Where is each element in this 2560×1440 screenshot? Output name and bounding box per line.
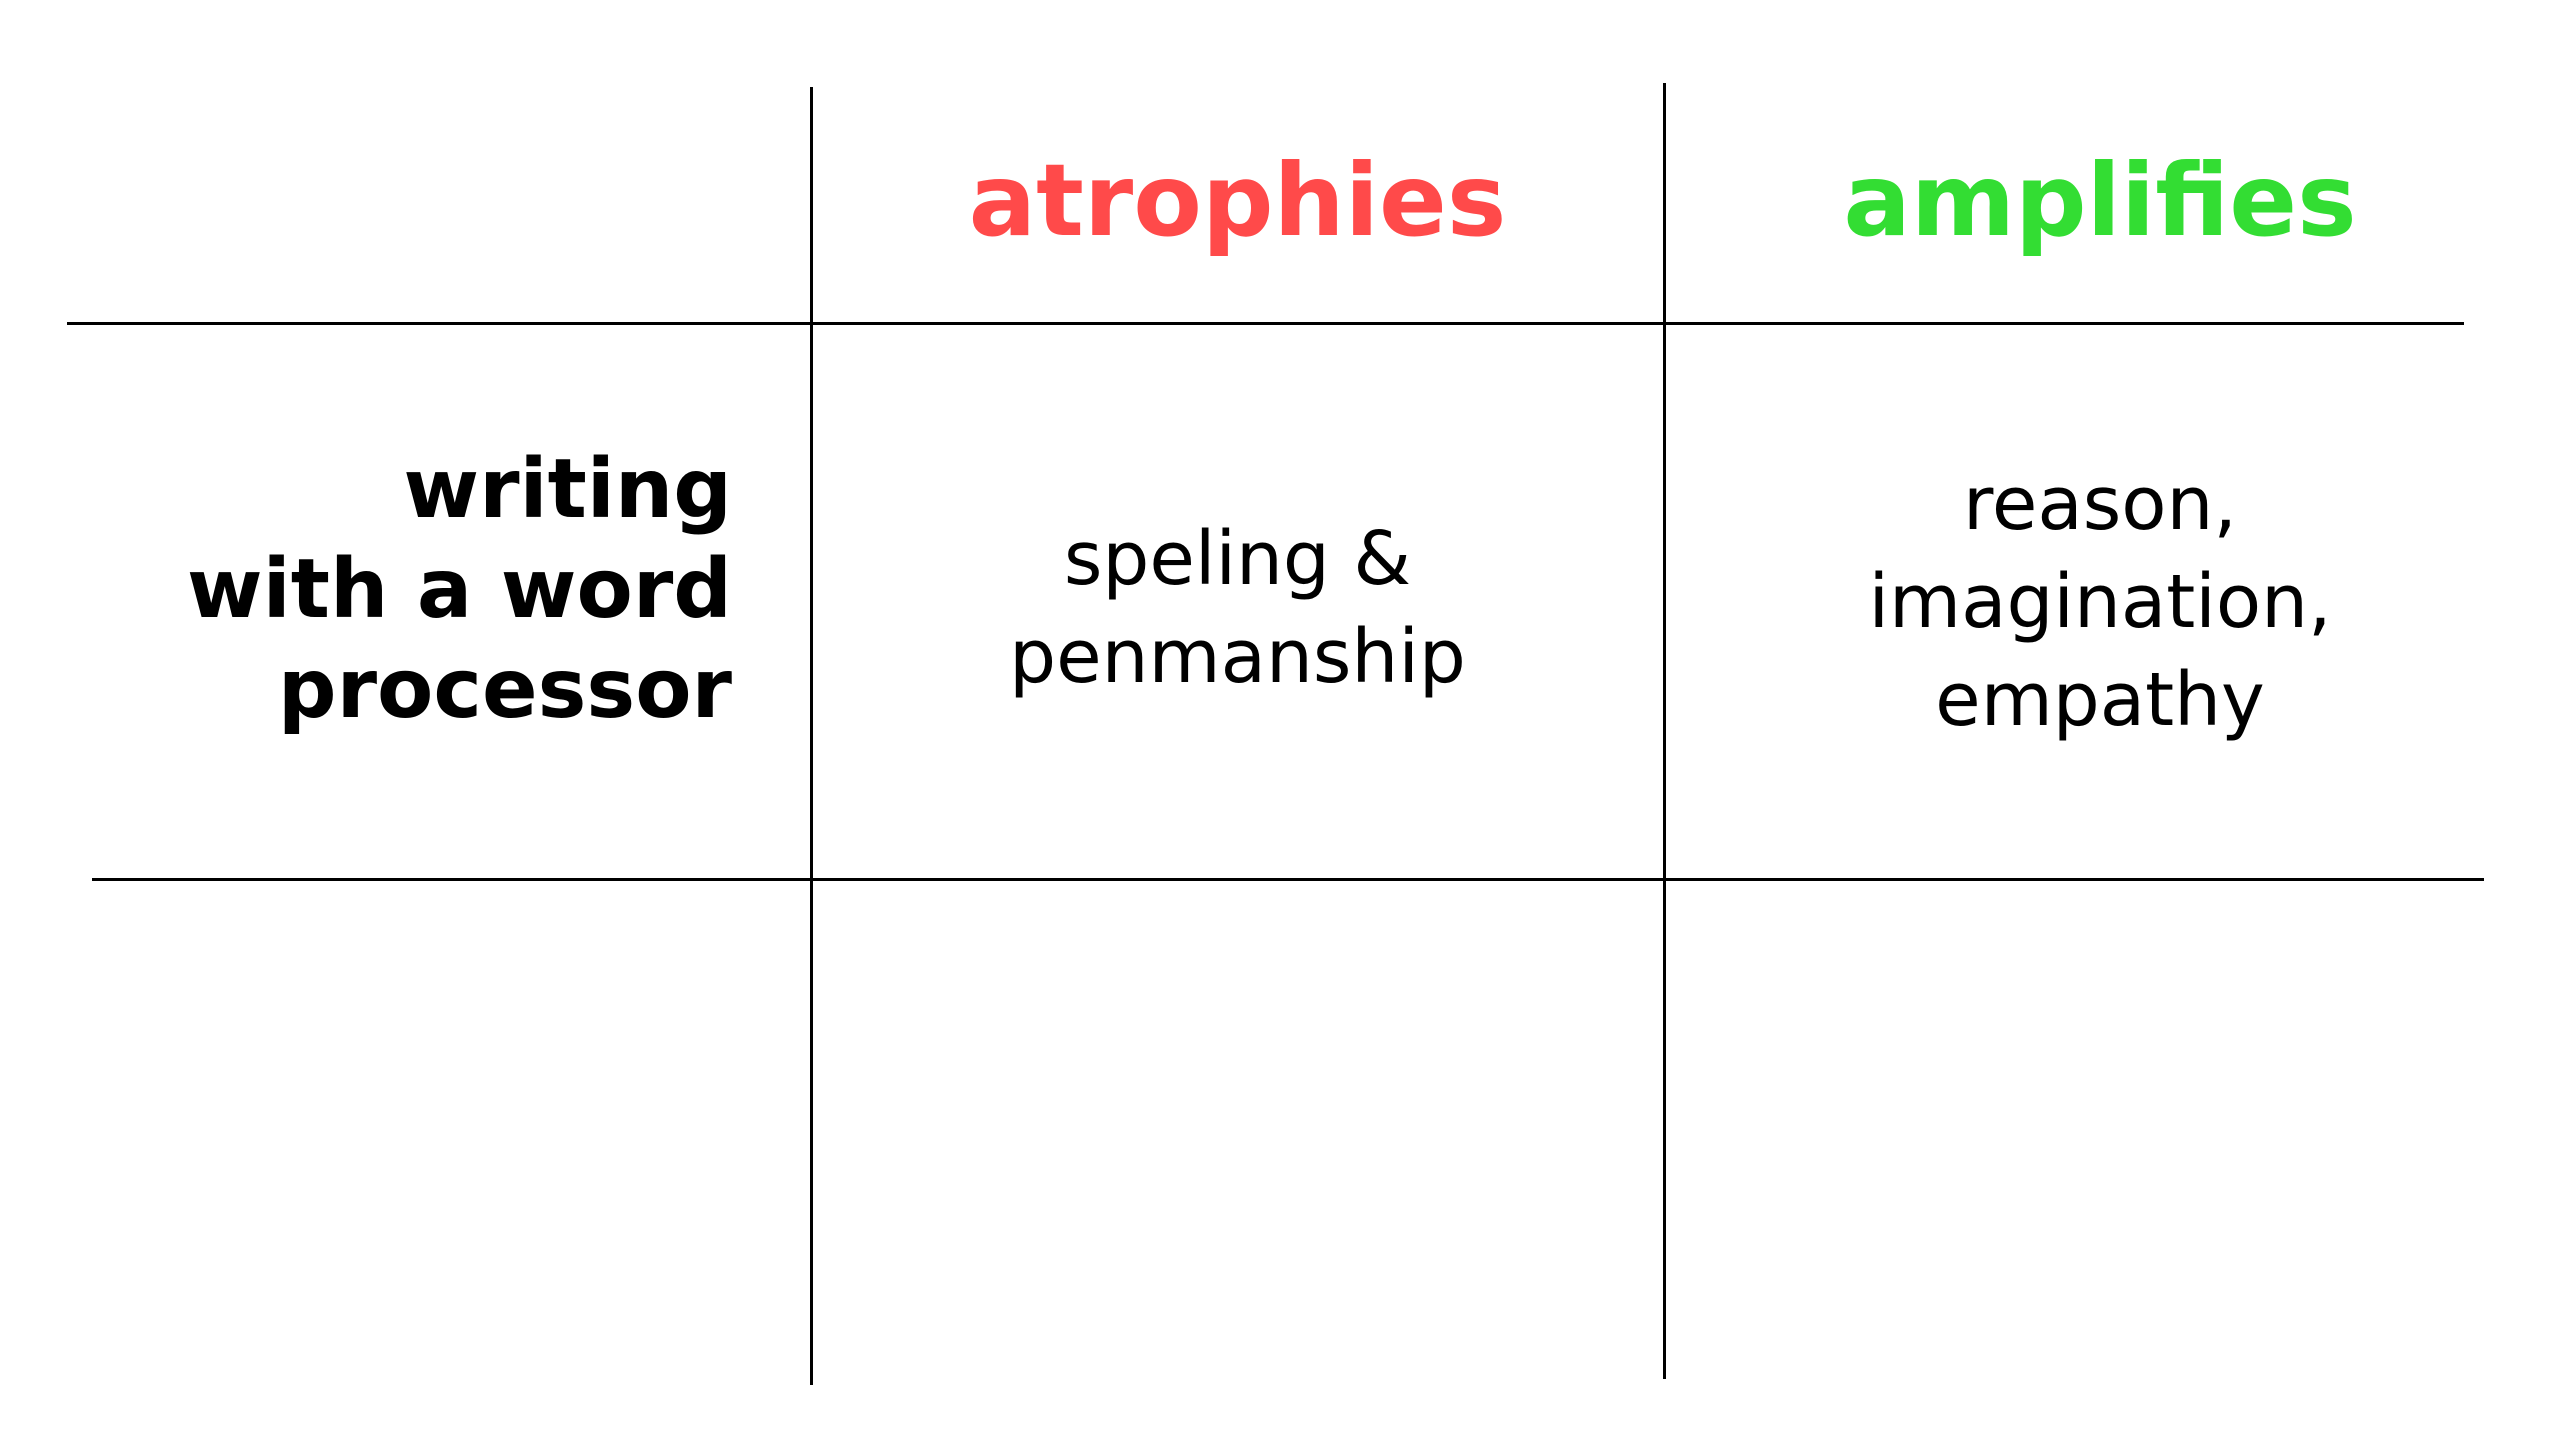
column-heading-atrophies: atrophies: [968, 141, 1507, 259]
cell-text-line: empathy: [1935, 657, 2265, 743]
cell-text-line: reason,: [1963, 461, 2237, 547]
cell-amplifies: reason, imagination, empathy: [1665, 455, 2535, 749]
table-divider-horizontal: [92, 878, 2484, 881]
cell-text-line: speling &: [1063, 516, 1412, 602]
row-label-line: writing: [403, 442, 732, 537]
column-heading-amplifies: amplifies: [1843, 141, 2357, 259]
cell-text-line: imagination,: [1868, 559, 2332, 645]
table-divider-horizontal: [67, 322, 2464, 325]
cell-text-line: penmanship: [1009, 614, 1466, 700]
row-label-line: with a word: [186, 542, 732, 637]
table-divider-vertical: [1663, 83, 1666, 1379]
row-label: writing with a word processor: [80, 440, 732, 740]
cell-atrophies: speling & penmanship: [812, 510, 1663, 706]
row-label-line: processor: [277, 642, 732, 737]
table-divider-vertical: [810, 87, 813, 1385]
